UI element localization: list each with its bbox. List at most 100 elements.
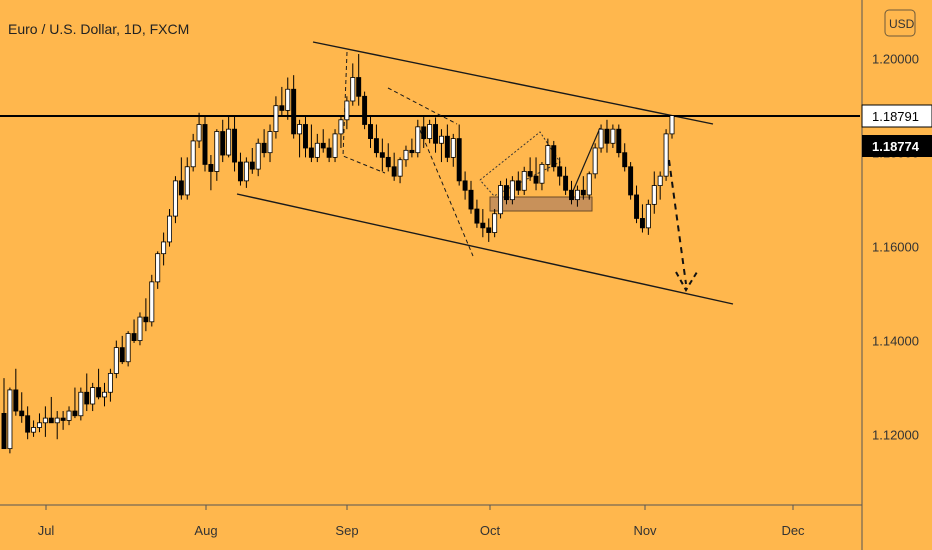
candle-up[interactable] bbox=[669, 115, 675, 135]
candle-up[interactable] bbox=[350, 77, 356, 102]
candle-down[interactable] bbox=[569, 189, 574, 201]
candle-up[interactable] bbox=[42, 417, 48, 424]
candle-down[interactable] bbox=[634, 194, 640, 219]
candle-up[interactable] bbox=[539, 164, 545, 184]
channel-bottom-line[interactable] bbox=[236, 193, 734, 305]
candle-down[interactable] bbox=[533, 175, 539, 184]
candle-up[interactable] bbox=[574, 189, 580, 201]
candle-down[interactable] bbox=[468, 189, 474, 210]
candle-up[interactable] bbox=[645, 203, 651, 229]
candle-up[interactable] bbox=[521, 171, 527, 191]
candle-up[interactable] bbox=[107, 373, 113, 393]
candle-up[interactable] bbox=[196, 124, 202, 142]
candle-down[interactable] bbox=[261, 142, 267, 154]
candle-up[interactable] bbox=[7, 389, 13, 450]
candle-up[interactable] bbox=[113, 347, 119, 374]
candle-down[interactable] bbox=[373, 138, 379, 154]
candle-down[interactable] bbox=[119, 347, 125, 363]
candle-up[interactable] bbox=[267, 131, 273, 154]
candle-down[interactable] bbox=[474, 208, 480, 224]
candle-up[interactable] bbox=[509, 180, 515, 201]
candle-up[interactable] bbox=[78, 391, 84, 417]
candle-up[interactable] bbox=[161, 241, 167, 255]
candle-down[interactable] bbox=[143, 316, 149, 323]
candle-up[interactable] bbox=[545, 145, 551, 165]
candle-down[interactable] bbox=[385, 156, 391, 168]
candle-down[interactable] bbox=[639, 218, 645, 229]
candle-up[interactable] bbox=[167, 215, 172, 243]
candle-up[interactable] bbox=[90, 387, 96, 405]
candle-up[interactable] bbox=[598, 128, 604, 149]
candle-up[interactable] bbox=[492, 213, 498, 233]
candle-down[interactable] bbox=[1, 412, 7, 450]
candle-down[interactable] bbox=[557, 166, 563, 177]
candle-up[interactable] bbox=[663, 133, 669, 177]
candle-down[interactable] bbox=[279, 105, 285, 111]
candle-up[interactable] bbox=[397, 159, 403, 177]
candle-up[interactable] bbox=[226, 128, 232, 156]
candle-down[interactable] bbox=[563, 175, 569, 191]
candle-down[interactable] bbox=[391, 166, 397, 177]
candle-down[interactable] bbox=[616, 128, 622, 154]
candle-up[interactable] bbox=[172, 180, 178, 217]
candle-up[interactable] bbox=[450, 138, 456, 158]
candle-up[interactable] bbox=[403, 149, 409, 161]
candle-down[interactable] bbox=[60, 417, 66, 421]
candle-down[interactable] bbox=[326, 147, 332, 158]
candle-down[interactable] bbox=[628, 166, 634, 196]
candle-down[interactable] bbox=[368, 124, 373, 139]
candle-down[interactable] bbox=[362, 95, 368, 125]
currency-button-bg[interactable] bbox=[884, 9, 916, 37]
candle-down[interactable] bbox=[308, 147, 314, 158]
candle-down[interactable] bbox=[527, 171, 533, 177]
candle-up[interactable] bbox=[155, 253, 161, 283]
currency-button-label[interactable]: USD bbox=[889, 17, 915, 31]
candle-up[interactable] bbox=[586, 173, 592, 196]
candle-up[interactable] bbox=[184, 166, 190, 196]
candle-down[interactable] bbox=[202, 124, 208, 165]
candle-up[interactable] bbox=[125, 333, 131, 363]
candle-up[interactable] bbox=[610, 128, 616, 144]
candle-up[interactable] bbox=[102, 391, 107, 398]
candle-up[interactable] bbox=[314, 142, 320, 158]
candle-down[interactable] bbox=[622, 152, 628, 168]
candle-down[interactable] bbox=[379, 152, 385, 158]
candle-down[interactable] bbox=[291, 88, 297, 135]
candle-down[interactable] bbox=[25, 415, 31, 433]
candle-down[interactable] bbox=[551, 145, 557, 168]
candle-up[interactable] bbox=[37, 422, 42, 428]
candle-down[interactable] bbox=[249, 161, 255, 170]
candle-up[interactable] bbox=[344, 100, 350, 121]
candle-up[interactable] bbox=[255, 142, 261, 170]
candle-down[interactable] bbox=[433, 124, 439, 144]
currency-button[interactable]: USD bbox=[884, 9, 916, 37]
candle-down[interactable] bbox=[456, 138, 462, 182]
candle-down[interactable] bbox=[444, 135, 450, 158]
candle-up[interactable] bbox=[415, 126, 421, 154]
candle-up[interactable] bbox=[592, 147, 598, 175]
candle-up[interactable] bbox=[54, 417, 60, 424]
candle-up[interactable] bbox=[438, 135, 444, 144]
candle-up[interactable] bbox=[285, 88, 291, 111]
candle-down[interactable] bbox=[232, 128, 238, 163]
candle-up[interactable] bbox=[137, 316, 143, 341]
candle-down[interactable] bbox=[303, 124, 308, 149]
candle-up[interactable] bbox=[338, 119, 344, 135]
candle-up[interactable] bbox=[297, 124, 303, 135]
candle-down[interactable] bbox=[237, 161, 243, 182]
candle-down[interactable] bbox=[220, 131, 226, 156]
candle-down[interactable] bbox=[19, 410, 25, 417]
candle-up[interactable] bbox=[273, 105, 279, 132]
candle-down[interactable] bbox=[96, 387, 102, 398]
candle-up[interactable] bbox=[190, 140, 196, 168]
candle-down[interactable] bbox=[462, 180, 468, 191]
candle-up[interactable] bbox=[498, 185, 504, 215]
candle-up[interactable] bbox=[31, 427, 37, 433]
candle-up[interactable] bbox=[651, 185, 657, 205]
candle-down[interactable] bbox=[320, 142, 326, 149]
candle-down[interactable] bbox=[208, 164, 214, 172]
candle-down[interactable] bbox=[409, 149, 415, 154]
candle-up[interactable] bbox=[149, 281, 155, 323]
candle-down[interactable] bbox=[486, 227, 492, 233]
candle-up[interactable] bbox=[214, 131, 220, 172]
